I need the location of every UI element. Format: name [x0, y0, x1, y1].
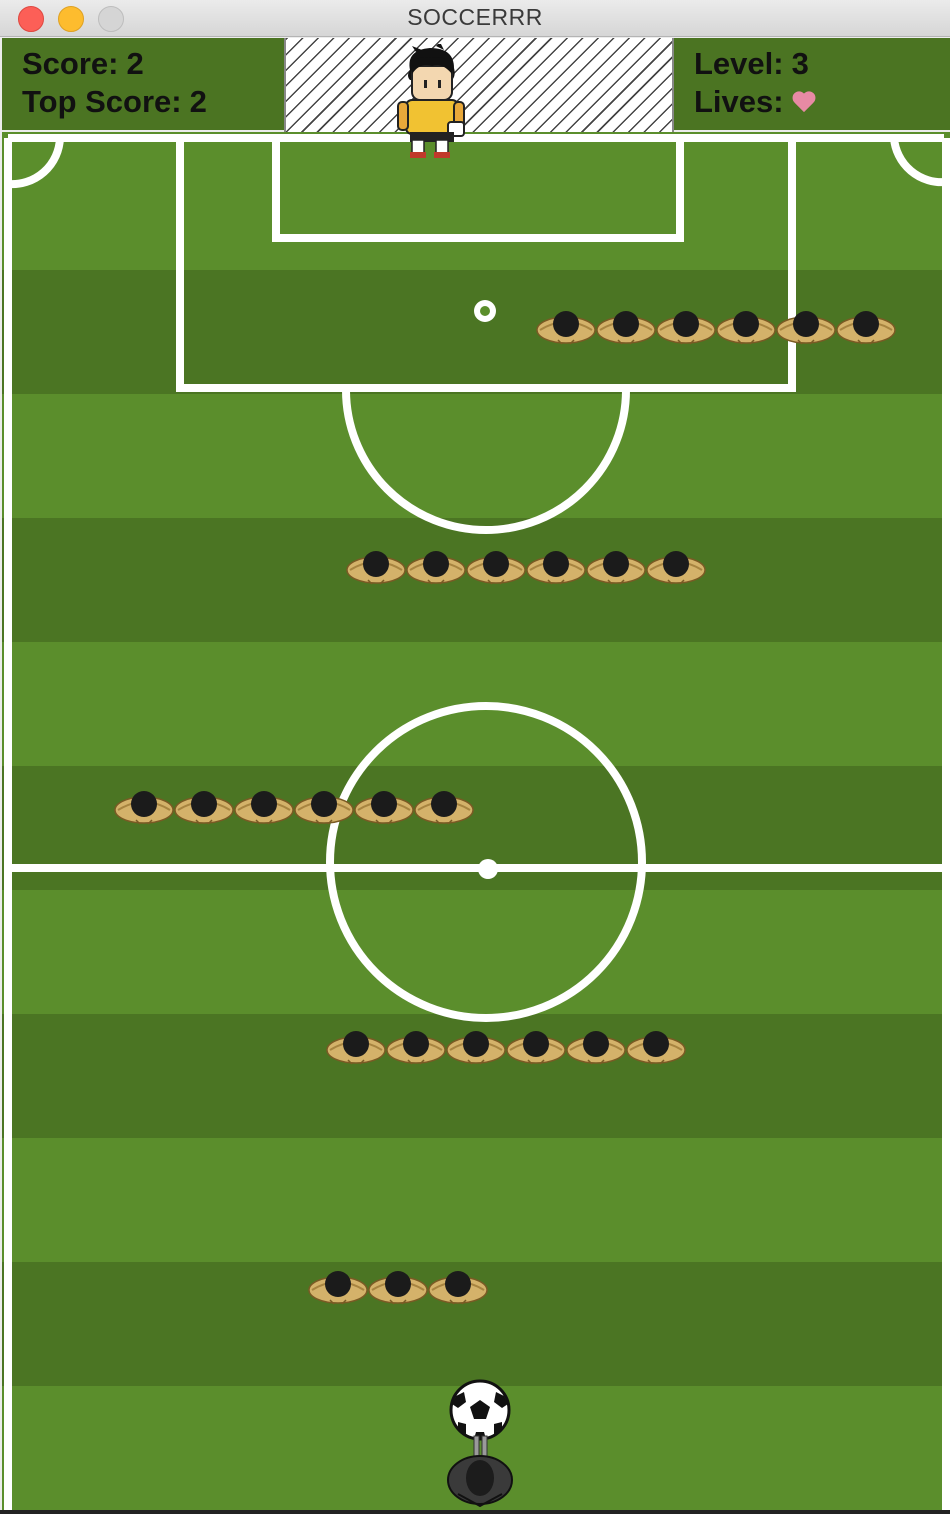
- grass-stripe: [2, 394, 950, 518]
- defender-row: [346, 546, 706, 586]
- corner-arc-left: [7, 137, 64, 189]
- defender-icon: [536, 306, 596, 346]
- defender-icon: [174, 786, 234, 826]
- close-window-button[interactable]: [18, 6, 44, 32]
- score-display: Score: 2: [22, 46, 144, 82]
- defender-icon: [466, 546, 526, 586]
- defender-icon: [646, 546, 706, 586]
- defender-icon: [596, 306, 656, 346]
- window-bottom-edge: [0, 1510, 950, 1514]
- center-circle: [326, 702, 646, 1022]
- defender-icon: [414, 786, 474, 826]
- grass-stripe: [2, 1138, 950, 1262]
- level-panel: Level: 3 Lives:: [674, 38, 950, 130]
- defender-icon: [626, 1026, 686, 1066]
- penalty-box: [176, 134, 796, 392]
- heart-icon: [792, 92, 816, 114]
- defender-icon: [326, 1026, 386, 1066]
- defender-icon: [716, 306, 776, 346]
- top-score-display: Top Score: 2: [22, 84, 207, 120]
- defender-icon: [586, 546, 646, 586]
- defender-icon: [368, 1266, 428, 1306]
- penalty-spot-inner: [480, 306, 490, 316]
- top-score-value: 2: [189, 84, 207, 119]
- defender-icon: [526, 546, 586, 586]
- soccer-ball-icon: [449, 1379, 511, 1441]
- window-title: SOCCERRR: [407, 4, 543, 30]
- goal-net: [284, 38, 674, 132]
- level-value: 3: [791, 46, 809, 81]
- goalkeeper-sprite: [397, 44, 465, 158]
- player-with-ball: [447, 1379, 513, 1508]
- center-spot: [478, 859, 498, 879]
- window-title-bar: SOCCERRR: [0, 0, 950, 37]
- defender-icon: [428, 1266, 488, 1306]
- defender-icon: [308, 1266, 368, 1306]
- defender-row: [326, 1026, 686, 1066]
- defender-icon: [446, 1026, 506, 1066]
- score-label: Score:: [22, 46, 119, 81]
- score-value: 2: [126, 46, 144, 81]
- score-panel: Score: 2 Top Score: 2: [2, 38, 284, 130]
- player-top-down-icon: [447, 1435, 513, 1508]
- defender-icon: [506, 1026, 566, 1066]
- field-markings: [4, 134, 950, 1510]
- lives-display: Lives:: [694, 84, 816, 120]
- level-display: Level: 3: [694, 46, 809, 82]
- top-score-label: Top Score:: [22, 84, 182, 119]
- defender-icon: [776, 306, 836, 346]
- defender-icon: [406, 546, 466, 586]
- defender-row: [536, 306, 896, 346]
- defender-icon: [566, 1026, 626, 1066]
- lives-hearts: [784, 84, 816, 119]
- grass-stripe: [2, 890, 950, 1014]
- zoom-window-button[interactable]: [98, 6, 124, 32]
- defender-icon: [656, 306, 716, 346]
- minimize-window-button[interactable]: [58, 6, 84, 32]
- lives-label: Lives:: [694, 84, 784, 119]
- defender-icon: [114, 786, 174, 826]
- defender-icon: [234, 786, 294, 826]
- defender-icon: [386, 1026, 446, 1066]
- defender-row: [114, 786, 474, 826]
- defender-icon: [294, 786, 354, 826]
- defender-row: [308, 1266, 488, 1306]
- corner-arc-right: [890, 137, 947, 187]
- defender-icon: [346, 546, 406, 586]
- level-label: Level:: [694, 46, 784, 81]
- goal-box: [272, 134, 684, 242]
- defender-icon: [354, 786, 414, 826]
- penalty-arc: [342, 389, 630, 534]
- defender-icon: [836, 306, 896, 346]
